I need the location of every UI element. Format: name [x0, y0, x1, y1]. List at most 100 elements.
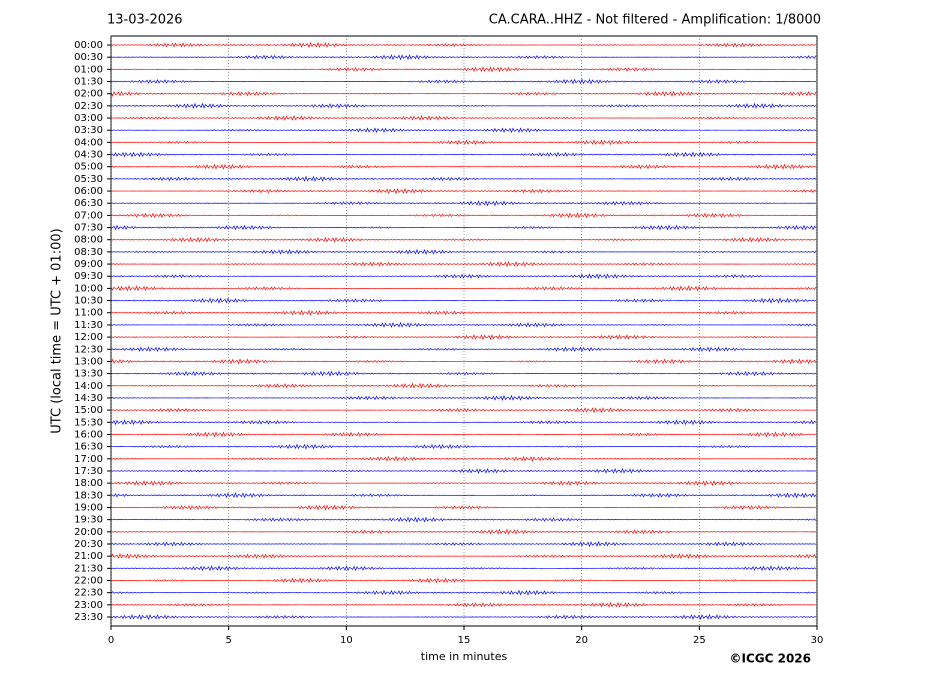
trace [111, 382, 817, 389]
credit: ©ICGC 2026 [729, 652, 811, 666]
y-tick-label: 16:30 [74, 442, 103, 453]
y-tick-label: 22:30 [74, 588, 103, 599]
x-tick-label: 15 [458, 635, 471, 646]
y-tick-label: 09:00 [74, 259, 103, 270]
trace [110, 528, 817, 535]
y-tick-label: 17:00 [74, 454, 103, 465]
y-tick-label: 03:00 [74, 113, 103, 124]
y-tick-label: 17:30 [74, 466, 103, 477]
trace [110, 115, 817, 122]
x-tick-label: 5 [225, 635, 231, 646]
trace [110, 151, 817, 158]
y-tick-label: 09:30 [74, 271, 103, 282]
y-tick-label: 03:30 [74, 125, 103, 136]
y-tick-label: 10:30 [74, 296, 103, 307]
y-tick-label: 20:00 [74, 527, 103, 538]
y-tick-label: 14:00 [74, 381, 103, 392]
y-tick-label: 19:30 [74, 515, 103, 526]
trace [110, 212, 817, 219]
x-tick-label: 10 [340, 635, 353, 646]
trace [110, 102, 817, 109]
y-tick-label: 07:00 [74, 210, 103, 221]
y-tick-label: 02:30 [74, 101, 103, 112]
y-tick-label: 10:00 [74, 283, 103, 294]
trace [110, 41, 817, 48]
x-tick-label: 25 [693, 635, 706, 646]
trace [110, 285, 817, 292]
trace [110, 565, 817, 572]
trace [110, 236, 817, 243]
y-tick-label: 20:30 [74, 539, 103, 550]
trace [110, 321, 817, 328]
y-tick-label: 05:30 [74, 174, 103, 185]
y-tick-label: 04:30 [74, 150, 103, 161]
trace [110, 163, 817, 170]
trace [110, 553, 817, 560]
y-tick-label: 21:30 [74, 563, 103, 574]
trace [110, 273, 817, 280]
y-tick-label: 08:30 [74, 247, 103, 258]
y-tick-label: 00:00 [74, 40, 103, 51]
trace [110, 90, 817, 97]
x-tick-label: 30 [811, 635, 824, 646]
y-tick-label: 15:00 [74, 405, 103, 416]
trace [110, 248, 817, 255]
trace [110, 540, 817, 548]
trace [110, 480, 817, 487]
date: 13-03-2026 [107, 13, 183, 28]
y-tick-label: 15:30 [74, 417, 103, 428]
trace [110, 54, 817, 61]
y-tick-label: 18:30 [74, 490, 103, 501]
trace [110, 443, 817, 450]
trace [110, 358, 817, 365]
trace [110, 467, 817, 474]
trace [110, 516, 817, 523]
y-tick-label: 19:00 [74, 502, 103, 513]
y-tick-label: 07:30 [74, 223, 103, 234]
trace [110, 589, 817, 596]
y-tick-label: 16:00 [74, 429, 103, 440]
trace [110, 139, 817, 146]
y-tick-label: 06:30 [74, 198, 103, 209]
y-tick-label: 12:00 [74, 332, 103, 343]
trace [110, 394, 817, 401]
trace [110, 187, 817, 195]
trace [110, 346, 817, 353]
trace [110, 431, 817, 438]
y-tick-label: 13:30 [74, 369, 103, 380]
trace [110, 200, 817, 207]
y-tick-label: 00:30 [74, 52, 103, 63]
y-tick-label: 13:00 [74, 356, 103, 367]
y-tick-label: 05:00 [74, 162, 103, 173]
y-tick-label: 11:30 [74, 320, 103, 331]
y-tick-label: 01:00 [74, 64, 103, 75]
y-tick-label: 12:30 [74, 344, 103, 355]
y-tick-label: 22:00 [74, 575, 103, 586]
y-tick-label: 18:00 [74, 478, 103, 489]
trace [110, 127, 817, 134]
y-axis-label: UTC (local time = UTC + 01:00) [50, 228, 65, 433]
trace [110, 601, 817, 608]
trace [110, 66, 817, 73]
chart-title: CA.CARA..HHZ - Not filtered - Amplificat… [489, 13, 821, 28]
x-tick-label: 20 [575, 635, 588, 646]
y-tick-label: 06:00 [74, 186, 103, 197]
y-tick-label: 21:00 [74, 551, 103, 562]
trace [110, 297, 817, 304]
x-axis-label: time in minutes [421, 650, 508, 663]
trace [110, 261, 817, 268]
trace [110, 224, 817, 231]
y-tick-label: 01:30 [74, 77, 103, 88]
y-tick-label: 08:00 [74, 235, 103, 246]
y-tick-label: 14:30 [74, 393, 103, 404]
trace [110, 492, 817, 499]
trace [110, 613, 817, 621]
y-tick-label: 23:30 [74, 612, 103, 623]
y-tick-label: 23:00 [74, 600, 103, 611]
trace [110, 455, 817, 462]
trace [110, 78, 817, 85]
trace [110, 175, 817, 182]
trace [110, 419, 817, 426]
trace [110, 577, 817, 584]
